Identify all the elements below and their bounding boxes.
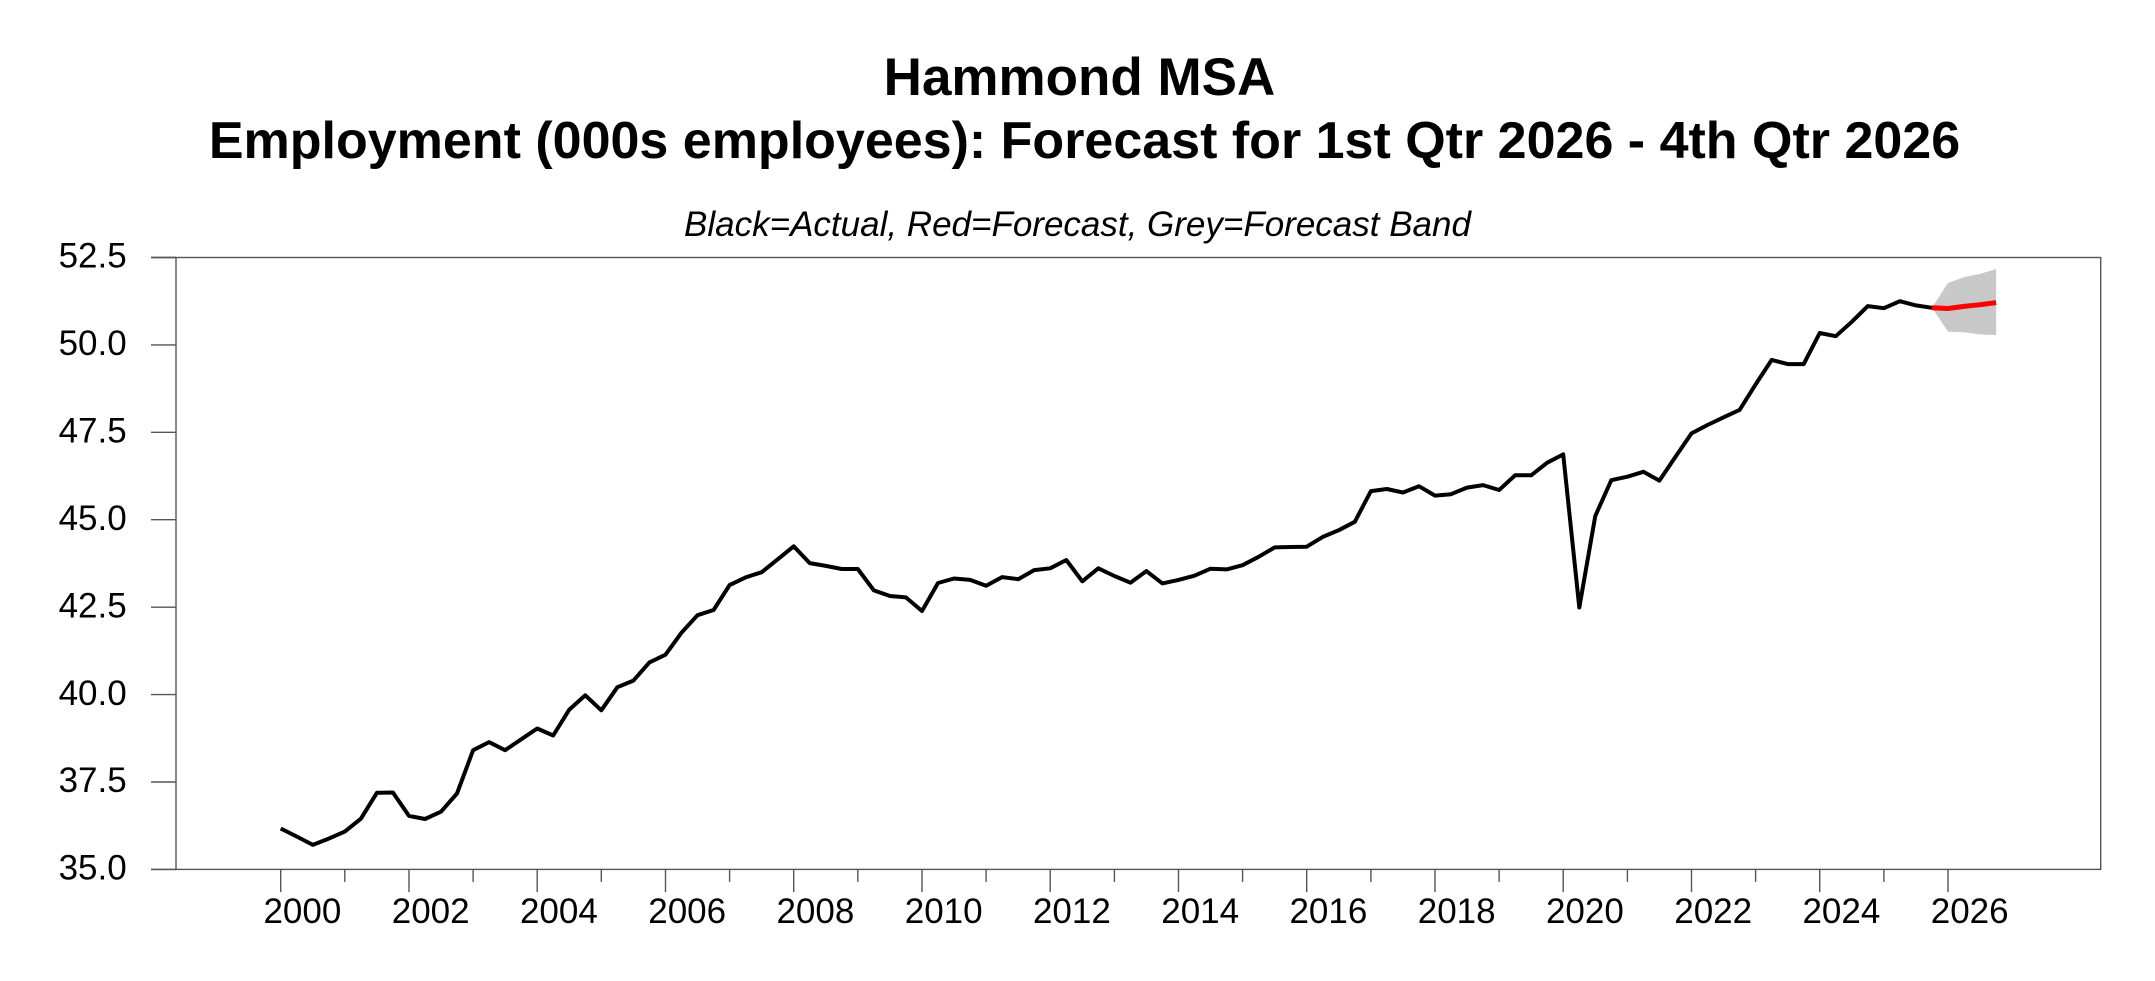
svg-text:2000: 2000 [263,892,341,931]
svg-text:42.5: 42.5 [59,586,127,625]
svg-text:2026: 2026 [1931,892,2009,931]
svg-text:35.0: 35.0 [59,849,127,888]
svg-text:2006: 2006 [648,892,726,931]
svg-text:2004: 2004 [520,892,598,931]
svg-text:45.0: 45.0 [59,499,127,538]
svg-text:2014: 2014 [1161,892,1239,931]
svg-text:2022: 2022 [1674,892,1752,931]
svg-text:2024: 2024 [1802,892,1880,931]
svg-text:2010: 2010 [905,892,983,931]
svg-text:52.5: 52.5 [59,237,127,276]
svg-text:47.5: 47.5 [59,412,127,451]
svg-text:2002: 2002 [392,892,470,931]
svg-text:Hammond MSA: Hammond MSA [884,48,1276,107]
svg-text:2016: 2016 [1289,892,1367,931]
svg-text:37.5: 37.5 [59,761,127,800]
svg-text:2008: 2008 [776,892,854,931]
svg-text:40.0: 40.0 [59,674,127,713]
svg-text:50.0: 50.0 [59,324,127,363]
svg-text:Black=Actual, Red=Forecast, Gr: Black=Actual, Red=Forecast, Grey=Forecas… [684,205,1472,244]
svg-text:Employment (000s employees): F: Employment (000s employees): Forecast fo… [209,112,1960,170]
svg-text:2020: 2020 [1546,892,1624,931]
svg-text:2018: 2018 [1418,892,1496,931]
svg-text:2012: 2012 [1033,892,1111,931]
